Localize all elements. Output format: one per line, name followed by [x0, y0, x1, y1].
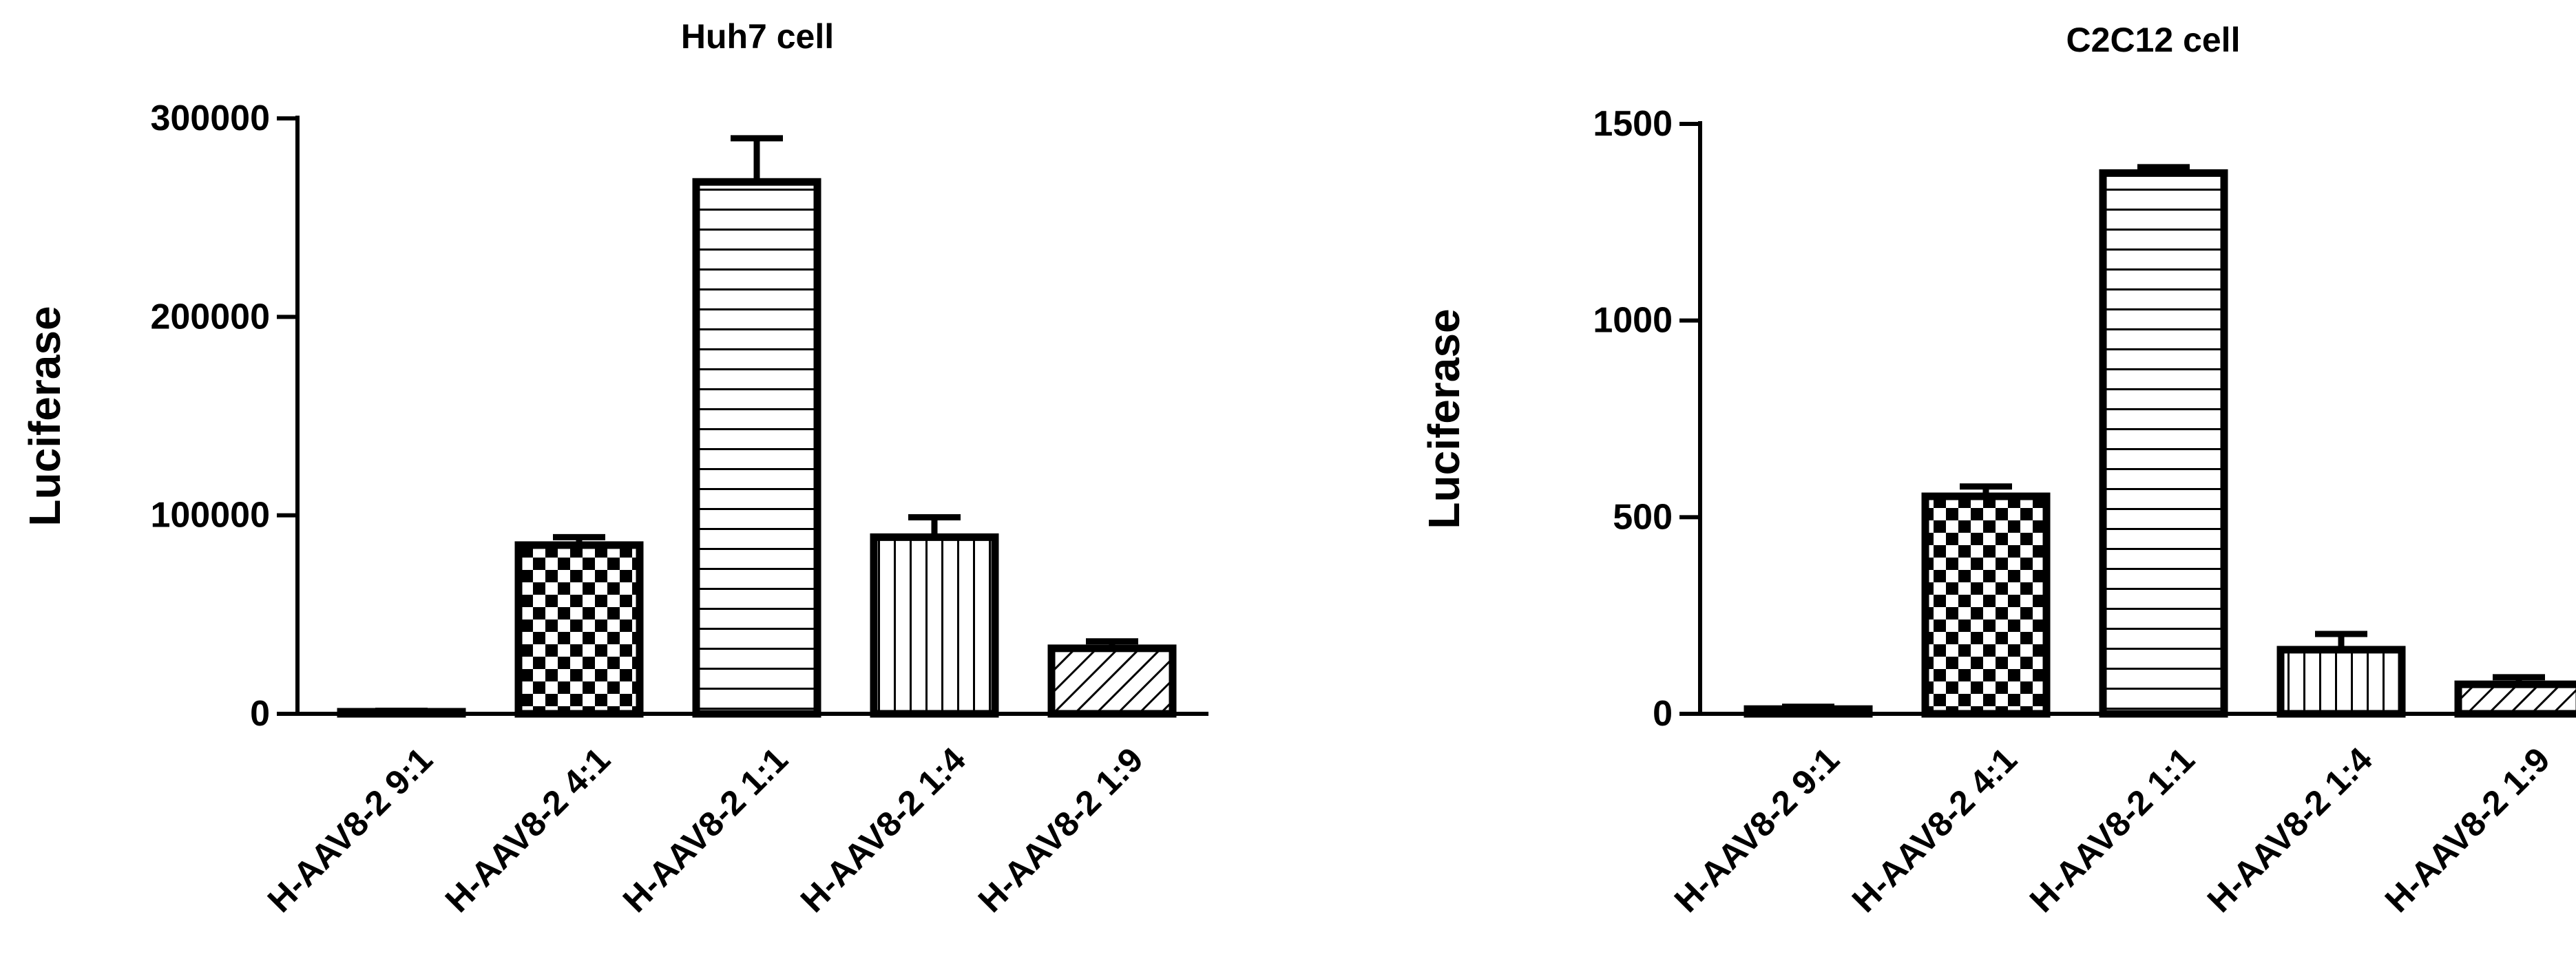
- chart-title: Huh7 cell: [681, 17, 834, 56]
- bar-h-aav8-2-4-1: [1921, 492, 2051, 718]
- bar-h-aav8-2-1-1: [2099, 169, 2228, 718]
- y-tick-label: 200000: [150, 297, 270, 337]
- bar-h-aav8-2-1-9: [1047, 644, 1177, 718]
- bar-h-aav8-2-4-1: [514, 541, 644, 718]
- y-axis-title: Luciferase: [1419, 308, 1469, 529]
- y-axis-title: Luciferase: [20, 306, 70, 526]
- bar-h-aav8-2-1-1: [692, 178, 821, 718]
- y-tick-label: 1500: [1593, 104, 1673, 144]
- bar-h-aav8-2-1-4: [2276, 646, 2406, 718]
- y-tick-label: 300000: [150, 98, 270, 138]
- x-tick-label: H-AAV8-2 4:1: [1845, 740, 2024, 920]
- x-tick-label: H-AAV8-2 1:1: [616, 740, 795, 920]
- y-tick-label: 100000: [150, 496, 270, 536]
- chart-title: C2C12 cell: [2066, 21, 2241, 59]
- x-tick-label: H-AAV8-2 4:1: [438, 740, 618, 920]
- y-tick-label: 0: [250, 694, 270, 734]
- y-tick-label: 1000: [1593, 301, 1673, 341]
- x-tick-label: H-AAV8-2 9:1: [1667, 740, 1847, 920]
- y-tick-label: 500: [1613, 497, 1673, 537]
- y-tick-label: 0: [1653, 694, 1673, 734]
- x-tick-label: H-AAV8-2 1:9: [2378, 740, 2557, 920]
- x-tick-label: H-AAV8-2 1:4: [2200, 740, 2380, 920]
- bar-h-aav8-2-1-4: [870, 533, 999, 718]
- bar-h-aav8-2-1-9: [2454, 680, 2576, 718]
- x-tick-label: H-AAV8-2 1:4: [793, 740, 973, 920]
- x-tick-label: H-AAV8-2 1:1: [2022, 740, 2202, 920]
- x-tick-label: H-AAV8-2 9:1: [260, 740, 440, 920]
- x-tick-label: H-AAV8-2 1:9: [971, 740, 1151, 920]
